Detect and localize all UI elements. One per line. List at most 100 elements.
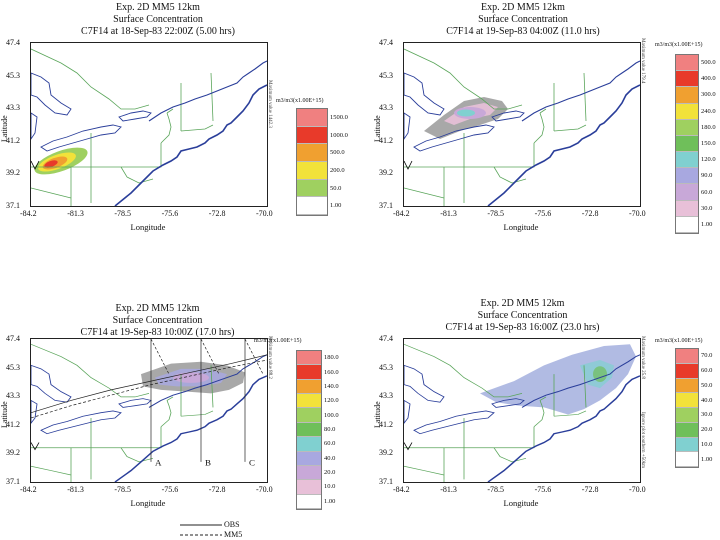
lake-shore <box>491 398 525 408</box>
legend-swatch <box>297 408 321 423</box>
p1-ytick: 47.4 <box>6 38 20 47</box>
p2-ytick: 45.3 <box>379 70 393 80</box>
p4-ytick: 41.2 <box>379 419 393 429</box>
state-border <box>463 417 535 449</box>
lake-shore <box>404 112 411 140</box>
mm5-label: MM5 <box>224 530 243 539</box>
legend-swatch <box>676 408 698 423</box>
legend-swatch <box>676 363 698 379</box>
p1-xtick: -81.3 <box>67 209 84 218</box>
panel-2-legend <box>675 54 699 234</box>
p1-ylabel: Latitude <box>0 114 9 142</box>
legend-value: 10.0 <box>324 483 336 491</box>
p3-ytick: 43.3 <box>6 391 20 401</box>
lake-shore <box>413 124 495 152</box>
p2-xtick: -75.6 <box>534 209 552 218</box>
p2-ylabel: Latitude <box>373 114 382 142</box>
legend-swatch <box>297 351 321 366</box>
p1-xtick: -78.5 <box>114 209 132 218</box>
legend-swatch <box>676 71 698 88</box>
panel-4-legend <box>675 348 699 468</box>
p1-ytick: 37.1 <box>6 201 20 210</box>
legend-value: 180.0 <box>324 354 339 362</box>
legend-value: 100.0 <box>324 411 339 419</box>
p1-ytick: 45.3 <box>6 70 20 80</box>
p3-xtick: -72.8 <box>208 485 226 494</box>
state-border <box>533 400 545 427</box>
state-border <box>180 124 214 132</box>
lake-shore <box>404 364 445 403</box>
legend-value: 300.0 <box>701 91 716 99</box>
mm5-line-swatch <box>180 534 222 536</box>
coastline <box>487 375 640 482</box>
p3-ytick: 39.2 <box>6 448 20 458</box>
p4-xlabel: Longitude <box>503 498 539 508</box>
lake-shore <box>31 72 72 116</box>
plume-level-20 <box>173 372 209 383</box>
panel-3-title-line1: Exp. 2D MM5 12km <box>115 303 200 314</box>
legend-value: 140.0 <box>324 382 339 390</box>
legend-value: 60.0 <box>701 188 713 196</box>
p4-xtick: -81.3 <box>440 485 457 494</box>
panel-4-title-line2: Surface Concentration <box>477 310 568 321</box>
legend-swatch <box>676 135 698 153</box>
obs-label: OBS <box>224 520 240 529</box>
state-border <box>90 417 162 449</box>
p2-xtick: -70.0 <box>629 209 646 218</box>
st-lawrence <box>521 354 640 408</box>
state-border <box>210 365 214 408</box>
p3-ytick: 45.3 <box>6 362 20 372</box>
p2-xtick: -72.8 <box>581 209 599 218</box>
p3-xtick: -81.3 <box>67 485 84 494</box>
panel-3-map: A B C <box>30 338 268 483</box>
legend-swatch <box>676 55 698 72</box>
lake-shore <box>31 364 72 403</box>
p4-ytick: 37.1 <box>379 477 393 486</box>
legend-swatch <box>676 422 698 438</box>
arc-dash-b <box>200 339 220 375</box>
legend-value: 10.0 <box>701 440 713 448</box>
state-border <box>583 365 587 408</box>
p2-ytick: 39.2 <box>379 168 393 178</box>
panel-3-title-line3: C7F14 at 19-Sep-83 10:00Z (17.0 hrs) <box>80 327 235 338</box>
p4-xtick: -84.2 <box>393 485 410 494</box>
panel-4-title-line3: C7F14 at 19-Sep-83 16:00Z (23.0 hrs) <box>445 322 600 333</box>
legend-swatch <box>297 144 327 162</box>
state-border <box>539 108 547 114</box>
legend-swatch <box>297 494 321 509</box>
legend-swatch <box>297 437 321 452</box>
p2-xlabel: Longitude <box>503 222 539 232</box>
state-border <box>404 187 445 199</box>
legend-value: 20.0 <box>701 426 713 434</box>
legend-value: 1.00 <box>330 202 342 210</box>
state-border <box>493 447 527 463</box>
map-p3-svg: A B C <box>31 339 267 482</box>
state-border <box>493 166 527 184</box>
legend-value: 500.0 <box>330 149 345 157</box>
line-legend-obs: OBS <box>180 520 300 529</box>
panel-4-map <box>403 338 641 483</box>
arc-label-a: A <box>155 458 162 467</box>
p2-ytick: 37.1 <box>379 201 393 210</box>
state-border <box>120 166 154 184</box>
legend-swatch <box>676 152 698 169</box>
legend-swatch <box>297 451 321 466</box>
legend-swatch <box>676 184 698 201</box>
state-border <box>404 465 445 476</box>
p4-xtick: -72.8 <box>581 485 599 494</box>
p3-xtick: -78.5 <box>114 485 132 494</box>
p3-xtick: -84.2 <box>20 485 37 494</box>
legend-value: 50.0 <box>701 381 713 389</box>
legend-value: 180.0 <box>701 123 716 131</box>
lake-shore <box>31 399 38 424</box>
p1-xtick: -75.6 <box>161 209 179 218</box>
legend-value: 40.0 <box>701 396 713 404</box>
p1-ytick: 41.2 <box>6 135 20 145</box>
legend-swatch <box>676 168 698 185</box>
legend-swatch <box>676 378 698 394</box>
p1-xlabel: Longitude <box>130 222 166 232</box>
st-lawrence <box>521 60 640 122</box>
state-border <box>533 112 545 144</box>
arc-dash-a <box>150 339 170 375</box>
p1-xtick: -84.2 <box>20 209 37 218</box>
